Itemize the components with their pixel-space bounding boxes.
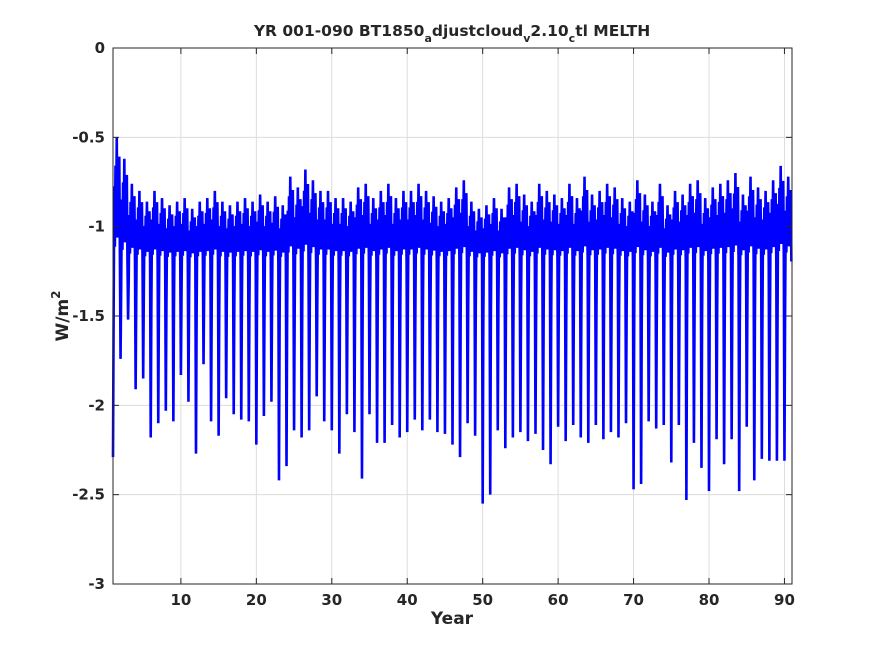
x-tick-label: 20	[246, 591, 267, 609]
y-axis-label: W/m2	[49, 290, 73, 341]
x-tick-label: 80	[699, 591, 720, 609]
x-tick-label: 50	[472, 591, 493, 609]
ticks: 10 20 30 40 50 60 70 80 90 -3 -2.5 -2 -1.5 -1 -0.5 0	[72, 39, 795, 609]
y-tick-label: -2.5	[72, 486, 105, 504]
y-tick-label: 0	[95, 39, 105, 57]
y-tick-label: -1.5	[72, 307, 105, 325]
series-line-melth	[111, 137, 793, 504]
y-tick-label: -1	[88, 218, 105, 236]
x-tick-label: 30	[321, 591, 342, 609]
y-tick-label: -3	[88, 575, 105, 593]
chart-title: YR 001-090 BT1850adjustcloudv2.10ctl MEL…	[253, 22, 650, 45]
series-melth	[111, 137, 793, 504]
x-tick-label: 40	[397, 591, 418, 609]
x-tick-label: 70	[623, 591, 644, 609]
y-tick-label: -0.5	[72, 128, 105, 146]
x-tick-label: 10	[170, 591, 191, 609]
x-axis-label: Year	[430, 609, 474, 629]
x-tick-label: 60	[548, 591, 569, 609]
y-tick-label: -2	[88, 396, 105, 414]
x-tick-label: 90	[774, 591, 795, 609]
